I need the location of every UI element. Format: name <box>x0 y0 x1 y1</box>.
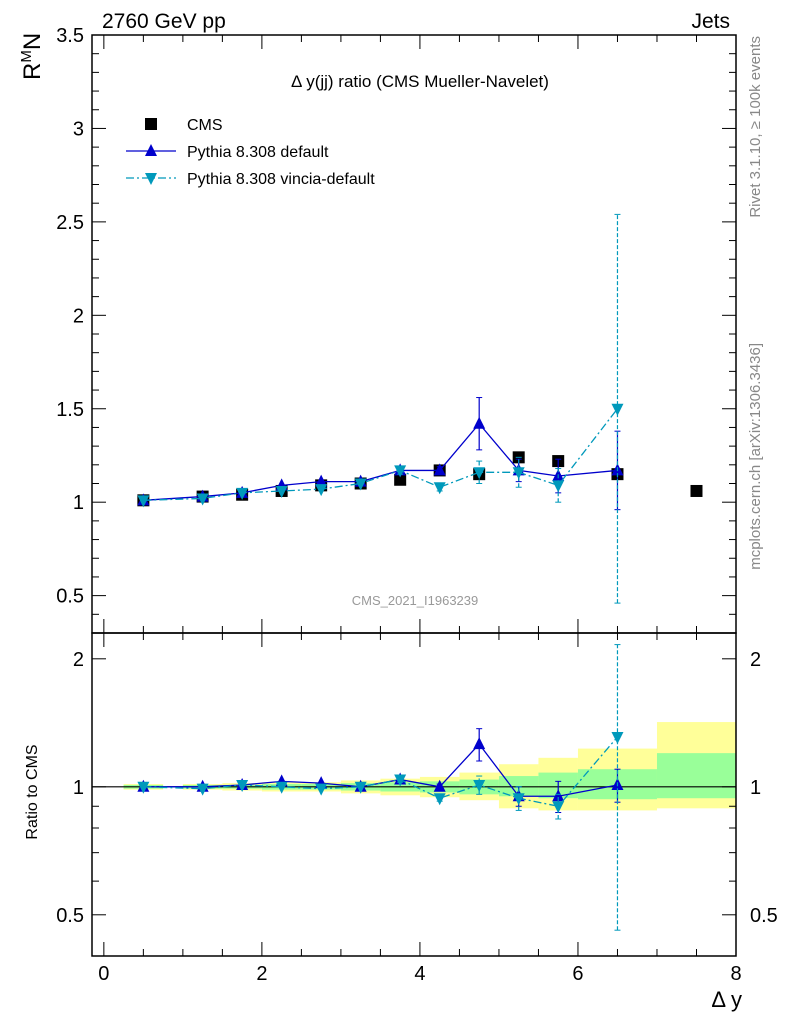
y-tick-label: 2.5 <box>56 212 84 234</box>
data-point <box>552 480 565 493</box>
rivet-label: Rivet 3.1.10, ≥ 100k events <box>747 36 764 218</box>
data-point <box>552 789 565 802</box>
y-tick-label-right: 0.5 <box>750 905 778 927</box>
energy-label: 2760 GeV pp <box>102 10 226 33</box>
data-point <box>354 478 367 491</box>
y-axis-label: RMN <box>18 33 46 80</box>
y-tick-label-right: 2 <box>750 649 761 671</box>
data-point <box>196 783 209 796</box>
legend-marker <box>145 118 157 130</box>
y-tick-label: 0.5 <box>56 905 84 927</box>
legend-label: CMS <box>187 117 223 134</box>
x-tick-label: 0 <box>98 963 109 985</box>
data-point <box>611 403 624 416</box>
legend-marker <box>145 173 157 185</box>
data-point <box>512 793 525 806</box>
main-panel: Δ y(jj) ratio (CMS Mueller-Navelet) CMS_… <box>18 25 737 634</box>
data-point <box>236 487 249 500</box>
y-tick-label: 2 <box>73 305 84 327</box>
uncertainty-bands <box>123 722 736 811</box>
band-inner <box>498 776 539 797</box>
data-point <box>275 781 288 794</box>
series-line <box>143 736 618 807</box>
data-point <box>433 482 446 495</box>
data-point <box>552 801 565 814</box>
data-point <box>137 781 150 794</box>
data-point <box>315 474 328 487</box>
data-point <box>394 473 407 486</box>
y-tick-label-right: 1 <box>750 777 761 799</box>
data-point <box>473 737 486 750</box>
data-point <box>433 779 446 792</box>
x-axis-label: Δ y <box>711 987 742 1012</box>
data-point <box>315 783 328 796</box>
legend: CMS Pythia 8.308 default Pythia 8.308 vinc… <box>126 117 375 188</box>
data-point <box>354 781 367 794</box>
data-point <box>473 416 486 429</box>
ratio-panel: 0 2 4 6 8 0.5 0.5 1 1 2 2 Ratio to CMS Δ y <box>24 632 778 1012</box>
data-point <box>394 774 407 787</box>
x-tick-label: 8 <box>730 963 741 985</box>
data-point <box>611 731 624 744</box>
series-line <box>143 408 618 501</box>
y-tick-label: 3.5 <box>56 25 84 47</box>
series-pythia-8-308-vincia-default <box>137 213 624 604</box>
band-inner <box>656 753 736 799</box>
y-tick-label: 1 <box>73 777 84 799</box>
legend-label: Pythia 8.308 default <box>187 144 329 161</box>
x-tick-label: 4 <box>414 963 425 985</box>
data-point <box>473 467 486 480</box>
data-point <box>512 467 525 480</box>
y-tick-label: 1.5 <box>56 399 84 421</box>
y-tick-label: 3 <box>73 118 84 140</box>
x-tick-label: 6 <box>572 963 583 985</box>
main-title: Δ y(jj) ratio (CMS Mueller-Navelet) <box>291 72 549 91</box>
data-point <box>315 484 328 497</box>
data-point <box>690 484 703 497</box>
legend-marker <box>145 144 157 156</box>
plot-frame <box>91 632 737 957</box>
y-tick-label: 1 <box>73 492 84 514</box>
data-point <box>394 465 407 478</box>
data-point <box>473 779 486 792</box>
data-point <box>137 495 150 508</box>
data-point <box>433 463 446 476</box>
data-point <box>433 793 446 806</box>
data-point <box>196 493 209 506</box>
y-tick-label: 2 <box>73 649 84 671</box>
x-tick-label: 2 <box>256 963 267 985</box>
series-pythia-8-308-default <box>137 397 624 511</box>
legend-label: Pythia 8.308 vincia-default <box>187 171 375 188</box>
analysis-watermark: CMS_2021_I1963239 <box>352 593 479 608</box>
data-point <box>236 779 249 792</box>
process-label: Jets <box>691 10 730 33</box>
mcplots-label: mcplots.cern.ch [arXiv:1306.3436] <box>747 343 764 570</box>
ratio-y-axis-label: Ratio to CMS <box>24 744 41 839</box>
series-line <box>143 422 618 501</box>
ratio-series-pythia-8-308-vincia-default <box>137 644 624 931</box>
data-point <box>275 485 288 498</box>
y-tick-label: 0.5 <box>56 586 84 608</box>
